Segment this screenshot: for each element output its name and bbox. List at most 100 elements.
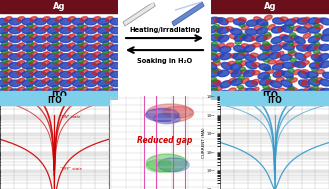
Ellipse shape: [30, 87, 38, 92]
Ellipse shape: [321, 35, 329, 41]
Ellipse shape: [281, 80, 292, 87]
Ellipse shape: [241, 25, 249, 30]
Ellipse shape: [272, 63, 284, 70]
Ellipse shape: [250, 53, 259, 57]
Ellipse shape: [60, 45, 71, 51]
Ellipse shape: [226, 18, 234, 22]
Ellipse shape: [34, 18, 46, 25]
Ellipse shape: [67, 78, 75, 83]
Ellipse shape: [67, 87, 75, 92]
Ellipse shape: [47, 71, 59, 78]
Bar: [220, 96, 329, 105]
Ellipse shape: [313, 50, 320, 54]
Ellipse shape: [4, 78, 12, 83]
Ellipse shape: [77, 23, 84, 27]
Ellipse shape: [97, 54, 109, 60]
Ellipse shape: [17, 61, 25, 66]
Ellipse shape: [103, 23, 109, 27]
Ellipse shape: [34, 45, 46, 51]
Text: "ON" state: "ON" state: [60, 115, 80, 119]
Ellipse shape: [264, 67, 270, 70]
Ellipse shape: [276, 77, 284, 82]
Ellipse shape: [47, 62, 59, 69]
Ellipse shape: [4, 52, 12, 57]
Ellipse shape: [292, 41, 299, 47]
Ellipse shape: [77, 85, 84, 89]
Ellipse shape: [55, 87, 63, 92]
Ellipse shape: [303, 45, 311, 49]
Ellipse shape: [30, 17, 38, 22]
Ellipse shape: [304, 24, 312, 29]
Ellipse shape: [52, 23, 59, 27]
Ellipse shape: [302, 17, 310, 22]
Ellipse shape: [9, 80, 21, 87]
Ellipse shape: [288, 50, 294, 53]
Ellipse shape: [233, 19, 245, 25]
Ellipse shape: [309, 79, 320, 86]
Ellipse shape: [282, 36, 293, 42]
Ellipse shape: [97, 71, 109, 78]
Ellipse shape: [42, 87, 50, 92]
Ellipse shape: [1, 76, 8, 80]
Ellipse shape: [27, 76, 33, 80]
Ellipse shape: [93, 52, 101, 57]
Ellipse shape: [268, 24, 275, 30]
Ellipse shape: [93, 61, 101, 66]
Ellipse shape: [319, 44, 329, 51]
Ellipse shape: [278, 26, 286, 32]
Ellipse shape: [259, 64, 270, 70]
Ellipse shape: [208, 70, 220, 77]
Ellipse shape: [97, 89, 109, 95]
Ellipse shape: [52, 32, 59, 36]
Ellipse shape: [254, 17, 262, 21]
Text: "OFF" state: "OFF" state: [60, 167, 82, 171]
Y-axis label: CURRENT (MA): CURRENT (MA): [202, 127, 206, 158]
Ellipse shape: [0, 36, 8, 43]
Ellipse shape: [85, 71, 97, 78]
Ellipse shape: [85, 27, 97, 34]
Ellipse shape: [262, 23, 268, 27]
Ellipse shape: [52, 76, 59, 80]
Ellipse shape: [42, 78, 50, 83]
Ellipse shape: [42, 34, 50, 39]
Ellipse shape: [279, 34, 288, 39]
Ellipse shape: [245, 29, 257, 35]
Ellipse shape: [306, 44, 317, 51]
Text: ITO: ITO: [262, 91, 278, 100]
Ellipse shape: [52, 41, 59, 45]
Ellipse shape: [77, 76, 84, 80]
Ellipse shape: [80, 78, 88, 83]
Ellipse shape: [272, 18, 284, 24]
Ellipse shape: [216, 53, 224, 58]
Ellipse shape: [288, 68, 294, 72]
Ellipse shape: [292, 18, 300, 22]
Ellipse shape: [34, 89, 46, 95]
Ellipse shape: [289, 51, 296, 56]
Ellipse shape: [211, 86, 217, 90]
Ellipse shape: [233, 53, 244, 60]
Ellipse shape: [295, 89, 307, 96]
Ellipse shape: [316, 88, 324, 92]
Ellipse shape: [110, 45, 122, 51]
Ellipse shape: [17, 43, 25, 48]
Ellipse shape: [314, 53, 322, 58]
Ellipse shape: [72, 36, 84, 43]
Ellipse shape: [308, 18, 319, 24]
Ellipse shape: [97, 36, 109, 43]
Ellipse shape: [27, 85, 33, 89]
Ellipse shape: [230, 70, 238, 74]
Ellipse shape: [246, 62, 257, 69]
Ellipse shape: [52, 59, 59, 63]
Ellipse shape: [105, 17, 114, 22]
Ellipse shape: [0, 27, 8, 34]
Ellipse shape: [42, 61, 50, 66]
Ellipse shape: [22, 27, 34, 34]
Ellipse shape: [9, 62, 21, 69]
Ellipse shape: [312, 86, 318, 90]
Ellipse shape: [72, 62, 84, 69]
Ellipse shape: [263, 42, 269, 45]
Ellipse shape: [260, 78, 271, 85]
Ellipse shape: [302, 79, 309, 85]
Ellipse shape: [239, 61, 247, 66]
Ellipse shape: [294, 61, 306, 68]
